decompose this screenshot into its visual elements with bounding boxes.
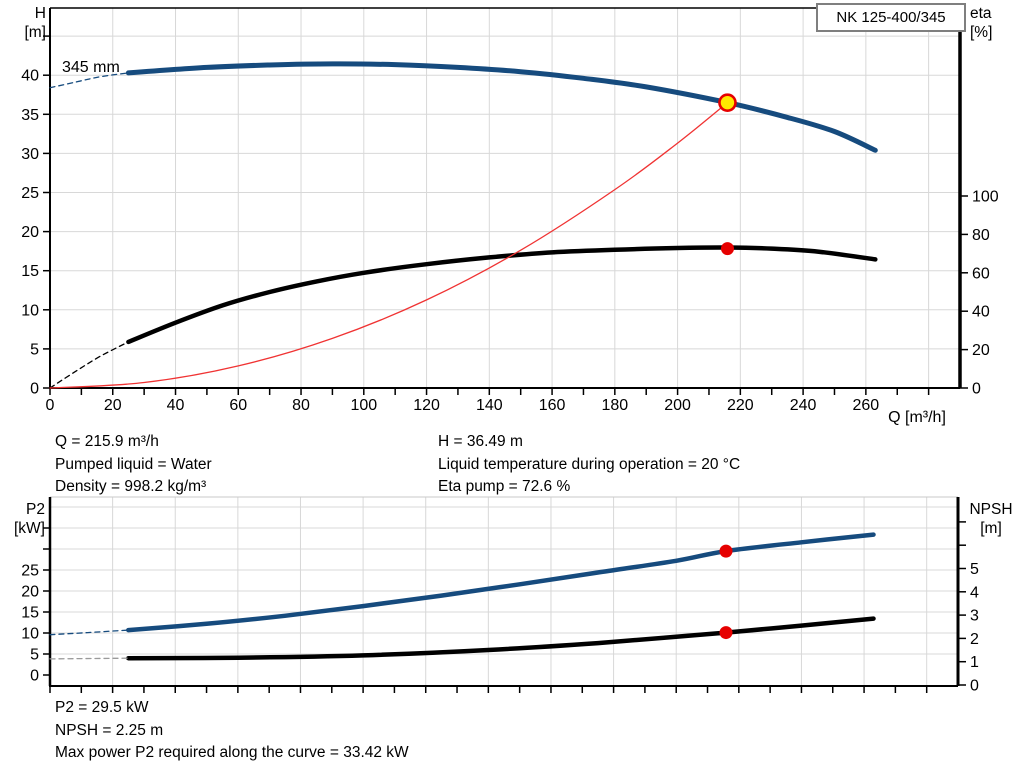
y-right-tick-label: 3	[970, 608, 979, 625]
y-right-tick-label: 0	[970, 678, 979, 695]
y-right-tick-label: 60	[972, 265, 990, 282]
x-tick-label: 240	[790, 397, 817, 414]
pump-curve-extension	[49, 72, 130, 89]
npsh-axis-label-line1: NPSH	[969, 501, 1013, 518]
efficiency-curve-extension	[49, 341, 130, 389]
y-left-tick-label: 30	[21, 146, 39, 163]
p2-axis-label-line2: [kW]	[14, 520, 45, 537]
x-tick-label: 0	[46, 397, 55, 414]
x-tick-label: 260	[853, 397, 880, 414]
h-axis-label-line1: H	[34, 5, 46, 22]
y-left-tick-label: 20	[21, 584, 39, 601]
density-text: Density = 998.2 kg/m³	[55, 478, 207, 495]
npsh-value-text: NPSH = 2.25 m	[55, 721, 164, 739]
pumped-liquid-text: Pumped liquid = Water	[55, 455, 212, 473]
y-right-tick-label: 20	[972, 342, 990, 359]
impeller-diameter-label: 345 mm	[62, 59, 120, 76]
y-right-tick-label: 5	[970, 561, 979, 578]
operating-info-right: H = 36.49 m Liquid temperature during op…	[438, 431, 740, 499]
x-tick-label: 120	[413, 397, 440, 414]
npsh-axis-label-line2: [m]	[980, 520, 1002, 537]
p2-curve	[126, 532, 876, 633]
y-left-tick-label: 0	[30, 668, 39, 685]
y-left-tick-label: 25	[21, 563, 39, 580]
x-tick-label: 180	[601, 397, 628, 414]
h-axis-label: H [m]	[0, 4, 46, 42]
max-power-text: Max power P2 required along the curve = …	[55, 744, 409, 761]
y-left-tick-label: 15	[21, 605, 39, 622]
x-tick-label: 60	[229, 397, 247, 414]
npsh-curve	[126, 616, 876, 661]
p2-curve-extension	[49, 629, 129, 636]
y-left-tick-label: 25	[21, 185, 39, 202]
x-axis-title: Q [m³/h]	[888, 409, 946, 426]
y-left-tick-label: 10	[21, 302, 39, 319]
operating-info-left: Q = 215.9 m³/h Pumped liquid = Water Den…	[55, 431, 212, 499]
p2-axis-label: P2 [kW]	[0, 500, 45, 538]
eta-axis-label: eta [%]	[970, 4, 1022, 42]
y-left-tick-label: 0	[30, 381, 39, 398]
duty-flow-text: Q = 215.9 m³/h	[55, 433, 159, 450]
y-right-tick-label: 2	[970, 631, 979, 648]
x-tick-label: 100	[350, 397, 377, 414]
x-tick-label: 220	[727, 397, 754, 414]
liquid-temp-text: Liquid temperature during operation = 20…	[438, 455, 741, 473]
y-right-tick-label: 0	[972, 381, 981, 398]
x-tick-label: 200	[664, 397, 691, 414]
efficiency-point-marker[interactable]	[720, 242, 734, 256]
y-right-tick-label: 40	[972, 304, 990, 321]
npsh-axis-label: NPSH [m]	[962, 500, 1020, 538]
power-info: P2 = 29.5 kW NPSH = 2.25 m Max power P2 …	[55, 697, 409, 765]
duty-head-text: H = 36.49 m	[438, 433, 523, 450]
npsh-curve-extension	[49, 657, 129, 660]
y-right-tick-label: 80	[972, 227, 990, 244]
eta-axis-label-line2: [%]	[970, 24, 993, 41]
y-left-tick-label: 20	[21, 224, 39, 241]
x-tick-label: 40	[167, 397, 185, 414]
pump-curve-345mm	[125, 61, 878, 153]
p2-axis-label-line1: P2	[26, 501, 45, 518]
y-left-tick-label: 5	[30, 647, 39, 664]
p2-point-marker[interactable]	[719, 544, 733, 558]
y-left-tick-label: 10	[21, 626, 39, 643]
y-left-tick-label: 40	[21, 68, 39, 85]
x-tick-label: 80	[292, 397, 310, 414]
x-tick-label: 160	[539, 397, 566, 414]
eta-pump-text: Eta pump = 72.6 %	[438, 478, 571, 495]
y-right-tick-label: 4	[970, 584, 979, 601]
y-left-tick-label: 5	[30, 341, 39, 358]
pump-model-text: NK 125-400/345	[836, 9, 946, 26]
chart-p2npsh: 0 5 10 15 20 25 0 1 2 3 4 5	[21, 496, 979, 695]
y-right-tick-label: 100	[972, 189, 999, 206]
y-right-tick-label: 1	[970, 654, 979, 671]
x-tick-label: 140	[476, 397, 503, 414]
pump-model-box: NK 125-400/345	[816, 3, 966, 32]
npsh-point-marker[interactable]	[719, 626, 733, 640]
p2-value-text: P2 = 29.5 kW	[55, 699, 149, 716]
efficiency-curve	[126, 245, 878, 345]
system-curve	[49, 101, 729, 389]
duty-point-marker[interactable]	[718, 93, 737, 112]
x-tick-label: 20	[104, 397, 122, 414]
h-axis-label-line2: [m]	[24, 24, 46, 41]
y-left-tick-label: 15	[21, 263, 39, 280]
eta-axis-label-line1: eta	[970, 5, 992, 22]
y-left-tick-label: 35	[21, 107, 39, 124]
